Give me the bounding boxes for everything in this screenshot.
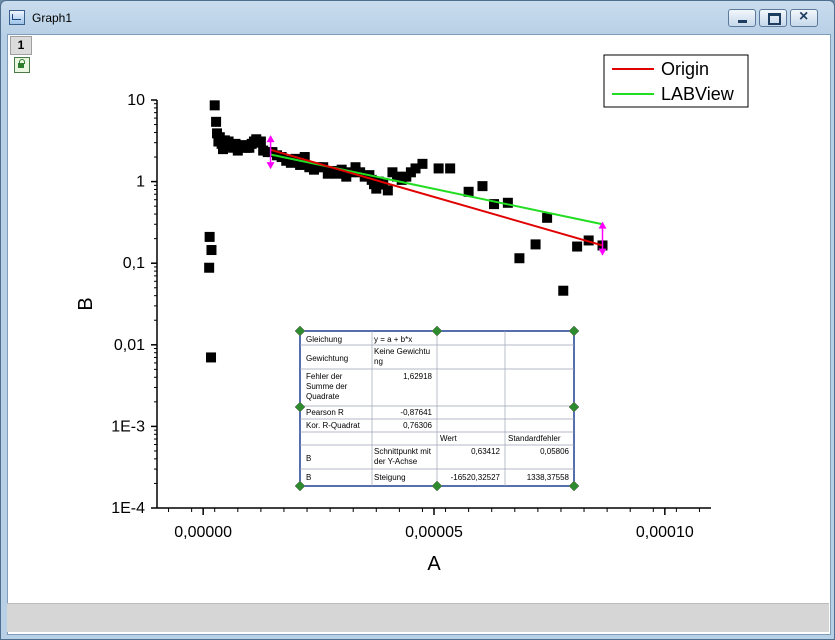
y-tick-label: 1E-4 bbox=[111, 500, 145, 517]
data-point bbox=[477, 181, 488, 192]
close-button[interactable] bbox=[790, 8, 818, 27]
range-handle-arrow-down bbox=[266, 162, 275, 170]
graph-window-icon bbox=[9, 10, 25, 25]
range-handle-arrow-down bbox=[598, 248, 607, 256]
data-point bbox=[378, 179, 389, 190]
x-tick-label: 0,00010 bbox=[636, 524, 694, 541]
table-cell: Steigung bbox=[374, 473, 406, 482]
table-cell: Kor. R-Quadrat bbox=[306, 421, 361, 430]
y-tick-label: 1E-3 bbox=[111, 418, 145, 435]
selection-handle bbox=[431, 480, 443, 492]
table-cell: Wert bbox=[440, 434, 458, 443]
data-point bbox=[299, 152, 310, 163]
data-point bbox=[206, 245, 217, 256]
table-cell: -16520,32527 bbox=[451, 473, 501, 482]
lock-icon[interactable] bbox=[14, 57, 30, 73]
table-cell: y = a + b*x bbox=[374, 335, 412, 344]
table-cell: Gleichung bbox=[306, 335, 342, 344]
data-point bbox=[489, 199, 500, 210]
data-point bbox=[572, 241, 583, 252]
y-tick-label: 1 bbox=[136, 174, 145, 191]
table-cell: B bbox=[306, 454, 311, 463]
data-point bbox=[433, 163, 444, 174]
selection-handle bbox=[294, 325, 306, 337]
legend-label-labview: LABView bbox=[661, 84, 735, 104]
y-tick-label: 10 bbox=[127, 92, 145, 109]
status-bar bbox=[7, 603, 829, 632]
title-bar[interactable]: Graph1 bbox=[1, 1, 834, 35]
range-handle-arrow-up bbox=[598, 221, 607, 229]
table-cell: der Y-Achse bbox=[374, 457, 418, 466]
table-cell: 1338,37558 bbox=[527, 473, 570, 482]
data-point bbox=[502, 197, 513, 208]
selection-handle bbox=[568, 480, 580, 492]
table-cell: Schnittpunkt mit bbox=[374, 447, 432, 456]
data-point bbox=[214, 132, 225, 143]
x-tick-label: 0,00000 bbox=[174, 524, 232, 541]
data-point bbox=[209, 100, 220, 111]
x-tick-label: 0,00005 bbox=[405, 524, 463, 541]
data-point bbox=[350, 162, 361, 173]
legend-box bbox=[603, 54, 749, 108]
data-point bbox=[417, 158, 428, 169]
table-cell: 0,63412 bbox=[471, 447, 500, 456]
range-handle-arrow-up bbox=[266, 135, 275, 143]
table-cell: Keine Gewichtu bbox=[374, 347, 430, 356]
data-point bbox=[204, 231, 215, 242]
table-cell: Gewichtung bbox=[306, 354, 348, 363]
data-point bbox=[318, 162, 329, 173]
data-point bbox=[530, 239, 541, 250]
legend-label-origin: Origin bbox=[661, 59, 709, 79]
y-tick-label: 0,1 bbox=[123, 255, 145, 272]
table-cell: 0,05806 bbox=[540, 447, 569, 456]
data-point bbox=[558, 285, 569, 296]
table-cell: B bbox=[306, 473, 311, 482]
layer-tab-1[interactable]: 1 bbox=[10, 36, 32, 55]
table-cell: Standardfehler bbox=[508, 434, 561, 443]
selection-handle bbox=[568, 325, 580, 337]
maximize-button[interactable] bbox=[759, 9, 787, 27]
x-axis-title: A bbox=[427, 553, 441, 575]
y-tick-label: 0,01 bbox=[114, 337, 145, 354]
data-point bbox=[445, 163, 456, 174]
data-point bbox=[542, 212, 553, 223]
table-cell: 1,62918 bbox=[403, 372, 432, 381]
graph-page bbox=[7, 34, 831, 635]
table-cell: Quadrate bbox=[306, 392, 340, 401]
fit-line-origin bbox=[270, 148, 603, 247]
y-axis-title: B bbox=[75, 297, 97, 310]
data-point bbox=[463, 186, 474, 197]
table-cell: ng bbox=[374, 357, 383, 366]
table-cell: Fehler der bbox=[306, 372, 343, 381]
selection-handle bbox=[294, 401, 306, 413]
minimize-button[interactable] bbox=[728, 9, 756, 27]
table-cell: Pearson R bbox=[306, 408, 344, 417]
data-point bbox=[295, 159, 306, 170]
table-cell: Summe der bbox=[306, 382, 348, 391]
data-point bbox=[255, 136, 266, 147]
selection-handle bbox=[431, 325, 443, 337]
window-title: Graph1 bbox=[32, 11, 73, 25]
data-point bbox=[371, 183, 382, 194]
data-point bbox=[382, 185, 393, 196]
data-point bbox=[211, 116, 222, 127]
data-point bbox=[204, 262, 215, 273]
data-point bbox=[514, 253, 525, 264]
selection-handle bbox=[568, 401, 580, 413]
data-point bbox=[410, 163, 421, 174]
data-point bbox=[206, 352, 217, 363]
table-cell: 0,76306 bbox=[403, 421, 432, 430]
table-cell: -0,87641 bbox=[400, 408, 432, 417]
selection-handle bbox=[294, 480, 306, 492]
